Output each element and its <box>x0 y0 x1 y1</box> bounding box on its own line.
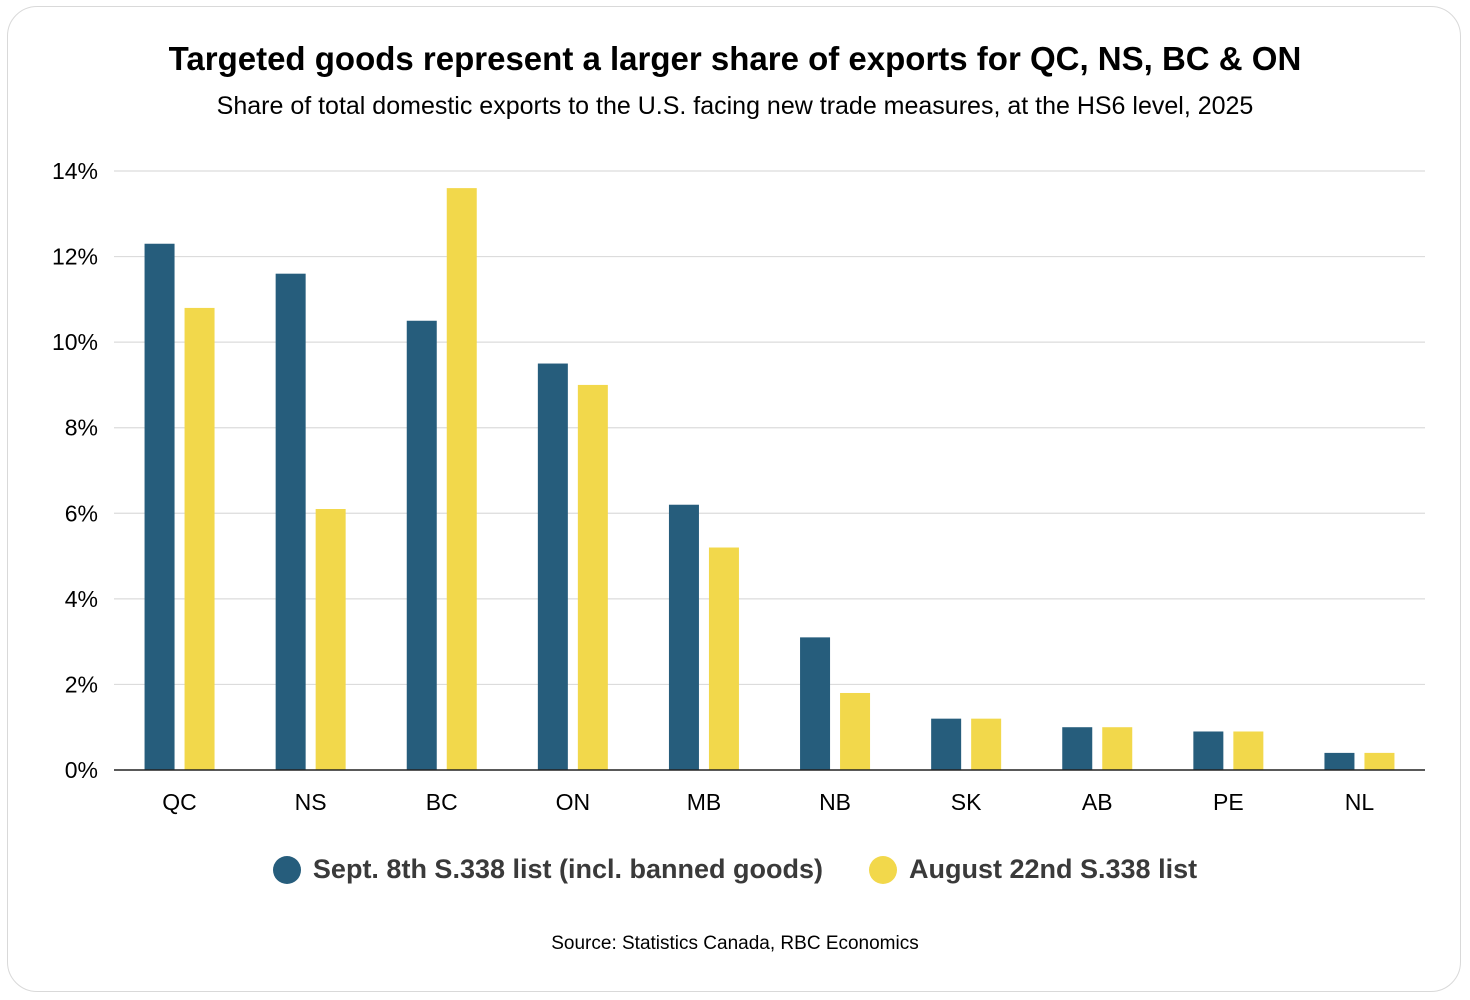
bar-pe-series-0 <box>1193 731 1224 770</box>
bar-nb-series-1 <box>840 692 871 770</box>
y-tick-label: 4% <box>65 586 98 612</box>
bar-ab-series-0 <box>1062 727 1093 770</box>
legend-label-sept: Sept. 8th S.338 list (incl. banned goods… <box>312 854 823 884</box>
legend-swatch-sept <box>272 855 301 884</box>
bar-ns-series-1 <box>315 509 346 770</box>
y-tick-label: 0% <box>65 757 98 783</box>
bar-sk-series-0 <box>931 718 962 770</box>
legend: Sept. 8th S.338 list (incl. banned goods… <box>0 854 1470 885</box>
x-axis-ticks: QC NS BC ON MB NB SK AB PE NL <box>162 789 1374 815</box>
bar-pe-series-1 <box>1233 731 1264 770</box>
chart-title: Targeted goods represent a larger share … <box>168 40 1302 77</box>
x-tick-label: BC <box>426 789 458 815</box>
y-tick-label: 14% <box>52 158 98 184</box>
x-tick-label: SK <box>951 789 982 815</box>
source-note: Source: Statistics Canada, RBC Economics <box>551 933 919 954</box>
legend-item-august: August 22nd S.338 list <box>869 854 1197 885</box>
x-tick-label: AB <box>1082 789 1113 815</box>
y-axis-ticks: 0% 2% 4% 6% 8% 10% 12% 14% <box>52 158 98 783</box>
bar-mb-series-1 <box>708 547 739 770</box>
bar-nl-series-0 <box>1324 752 1355 770</box>
gridlines <box>114 170 1425 686</box>
bar-qc-series-1 <box>184 307 215 770</box>
bar-on-series-1 <box>577 384 608 770</box>
bars <box>144 188 1395 771</box>
y-tick-label: 2% <box>65 671 98 697</box>
y-tick-label: 6% <box>65 500 98 526</box>
legend-item-sept: Sept. 8th S.338 list (incl. banned goods… <box>272 854 823 885</box>
x-tick-label: ON <box>556 789 591 815</box>
bar-ns-series-0 <box>275 273 306 770</box>
bar-on-series-0 <box>537 363 568 770</box>
bar-nl-series-1 <box>1364 752 1395 770</box>
y-tick-label: 8% <box>65 415 98 441</box>
x-tick-label: NL <box>1345 789 1375 815</box>
chart-subtitle: Share of total domestic exports to the U… <box>216 92 1254 120</box>
y-tick-label: 10% <box>52 329 98 355</box>
x-tick-label: NS <box>295 789 327 815</box>
bar-sk-series-1 <box>971 718 1002 770</box>
bar-bc-series-1 <box>446 188 477 771</box>
bar-bc-series-0 <box>406 320 437 770</box>
legend-swatch-august <box>869 855 897 884</box>
x-tick-label: PE <box>1213 789 1244 815</box>
bar-qc-series-0 <box>144 243 175 770</box>
x-tick-label: QC <box>162 789 197 815</box>
legend-label-august: August 22nd S.338 list <box>909 854 1198 884</box>
x-tick-label: MB <box>687 789 722 815</box>
y-tick-label: 12% <box>52 244 98 270</box>
bar-nb-series-0 <box>800 637 831 770</box>
chart-card <box>7 6 1461 992</box>
x-tick-label: NB <box>819 789 851 815</box>
bar-mb-series-0 <box>668 504 699 770</box>
bar-ab-series-1 <box>1102 727 1133 770</box>
